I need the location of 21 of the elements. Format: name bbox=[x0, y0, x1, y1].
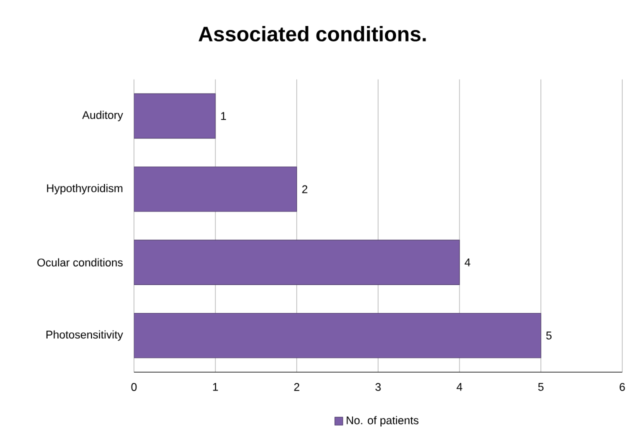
bar bbox=[134, 166, 298, 212]
data-label: 2 bbox=[302, 185, 308, 194]
bar bbox=[134, 313, 542, 358]
bar bbox=[134, 94, 216, 139]
chart-title: Associated conditions. bbox=[198, 26, 426, 42]
y-tick-label: Hypothyroidism bbox=[47, 184, 122, 195]
x-tick-label: 4 bbox=[456, 383, 462, 391]
data-label: 5 bbox=[546, 332, 552, 340]
y-tick-label: Ocular conditions bbox=[37, 258, 123, 267]
x-tick-label: 5 bbox=[538, 383, 544, 391]
x-tick-label: 6 bbox=[620, 383, 625, 392]
legend-label: No. of patients bbox=[346, 416, 418, 427]
x-tick-label: 1 bbox=[213, 383, 218, 391]
x-tick-label: 3 bbox=[375, 383, 381, 392]
data-label: 4 bbox=[464, 258, 470, 266]
x-tick-label: 0 bbox=[131, 383, 137, 392]
bar bbox=[134, 240, 460, 286]
y-tick-label: Auditory bbox=[82, 110, 124, 122]
data-label: 1 bbox=[221, 112, 226, 120]
y-tick-label: Photosensitivity bbox=[46, 330, 124, 341]
x-tick-label: 2 bbox=[294, 383, 300, 391]
